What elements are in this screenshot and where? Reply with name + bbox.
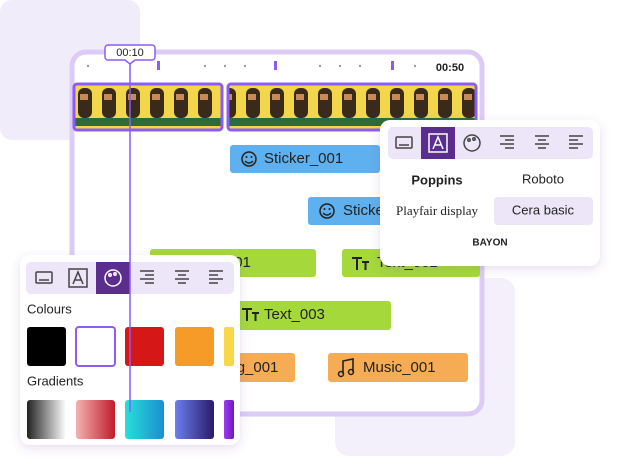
colour-swatch[interactable]	[27, 327, 66, 366]
keyboard-button[interactable]	[35, 271, 53, 284]
font-button[interactable]	[68, 268, 88, 288]
font-option-selected[interactable]	[494, 197, 593, 225]
align-right-button[interactable]	[140, 270, 154, 284]
font-option[interactable]: Roboto	[522, 171, 564, 186]
align-left-button[interactable]	[569, 135, 583, 149]
clip[interactable]: Text_003	[225, 301, 391, 330]
colour-swatch[interactable]	[125, 327, 164, 366]
section-heading: Gradients	[27, 373, 84, 388]
font-button[interactable]	[421, 127, 455, 159]
section-heading: Colours	[27, 301, 72, 316]
colour-swatch[interactable]	[224, 327, 234, 366]
align-center-button[interactable]	[175, 270, 189, 284]
end-time: 00:50	[436, 62, 464, 74]
font-panel: Poppins Roboto Playfair display Cera bas…	[380, 120, 600, 266]
font-option[interactable]: BAYON	[472, 238, 507, 249]
colour-swatch[interactable]	[75, 326, 116, 367]
align-right-button[interactable]	[500, 135, 514, 149]
color-button[interactable]	[463, 134, 481, 152]
video-strip[interactable]	[226, 82, 478, 132]
align-left-button[interactable]	[209, 270, 223, 284]
color-button[interactable]	[96, 262, 130, 294]
clip-label: Music_001	[363, 359, 436, 376]
video-strip[interactable]	[72, 82, 224, 132]
gradient-swatch[interactable]	[125, 400, 164, 439]
colour-swatch[interactable]	[175, 327, 214, 366]
gradient-swatch[interactable]	[224, 400, 234, 439]
gradient-swatch[interactable]	[27, 400, 66, 439]
clip-label: Sticker_001	[264, 150, 343, 167]
keyboard-button[interactable]	[395, 136, 413, 149]
playhead[interactable]: 00:10	[104, 44, 156, 412]
clip[interactable]: Music_001	[328, 353, 468, 382]
clip-label: Text_003	[264, 306, 325, 323]
ruler	[87, 61, 416, 70]
font-option[interactable]: Cera basic	[512, 202, 575, 217]
align-center-button[interactable]	[535, 135, 549, 149]
clip[interactable]: Sticker_001	[230, 145, 380, 173]
playhead-time: 00:10	[116, 47, 144, 59]
gradient-swatch[interactable]	[76, 400, 115, 439]
font-option[interactable]: Playfair display	[396, 203, 478, 218]
gradient-swatch[interactable]	[175, 400, 214, 439]
font-option[interactable]: Poppins	[411, 172, 462, 187]
